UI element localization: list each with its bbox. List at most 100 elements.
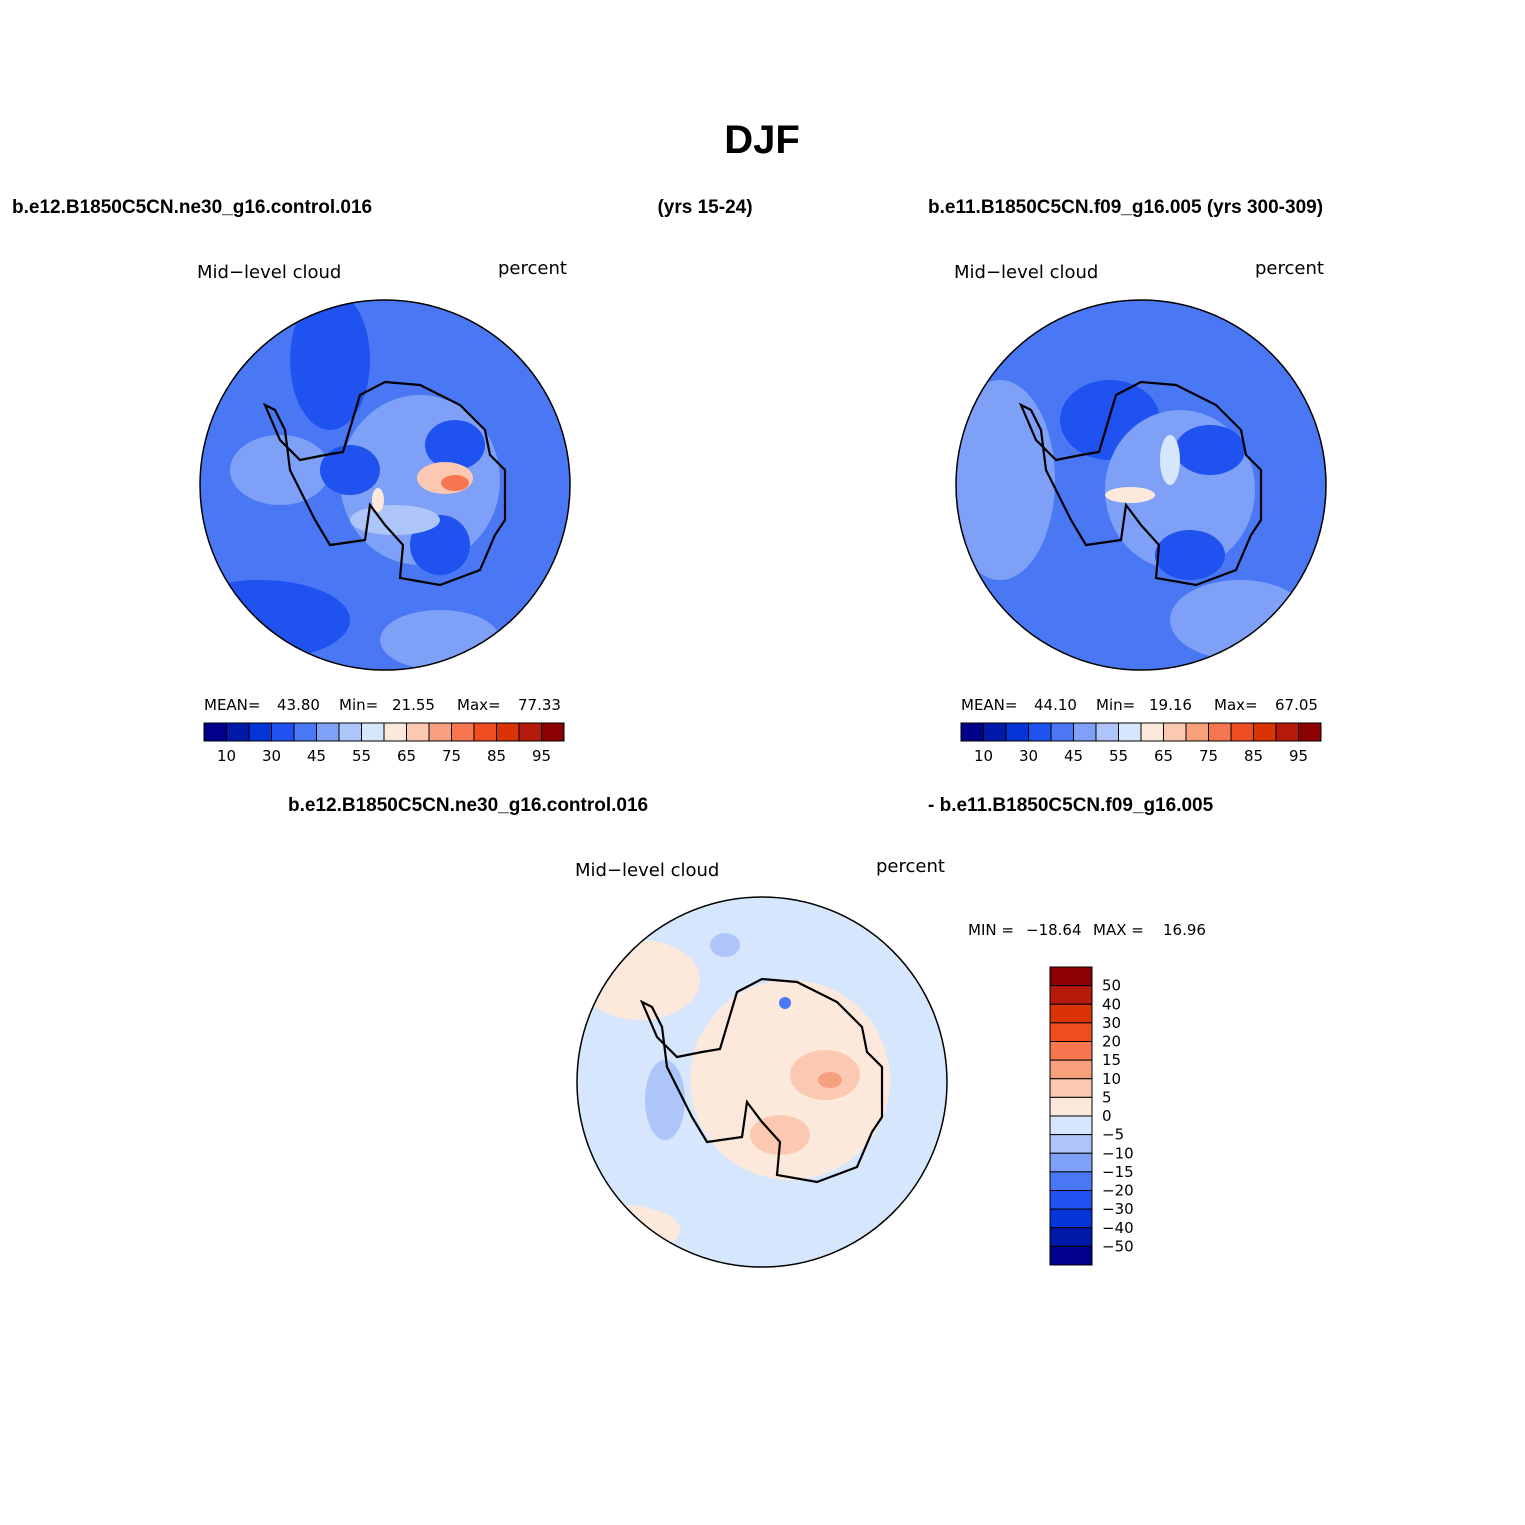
map-border (576, 896, 948, 1268)
colorbar-box (383, 722, 407, 742)
case-label: - b.e11.B1850C5CN.f09_g16.005 (928, 795, 1214, 816)
colorbar-label: 95 (1289, 747, 1308, 765)
colorbar-box (1028, 722, 1052, 742)
map-border (955, 299, 1327, 671)
colorbar-box (1049, 1208, 1093, 1229)
colorbar-box (1049, 1041, 1093, 1061)
stat-text: MAX = (1093, 921, 1144, 939)
colorbar-label: 40 (1102, 995, 1121, 1013)
stat-text: 43.80 (277, 696, 320, 714)
stat-text: 16.96 (1163, 921, 1206, 939)
map-field (956, 300, 1326, 670)
colorbar-label: −30 (1102, 1200, 1134, 1218)
colorbar-label: 45 (307, 747, 326, 765)
map-field (200, 300, 570, 670)
colorbar-box (541, 722, 565, 742)
colorbar-box (1049, 1152, 1093, 1173)
colorbar-label: 85 (1244, 747, 1263, 765)
colorbar-box (1049, 985, 1093, 1005)
map-field (577, 897, 947, 1267)
colorbar-box (1230, 722, 1254, 742)
colorbar-label: 75 (1199, 747, 1218, 765)
years-label: (yrs 15-24) (657, 197, 752, 218)
stat-text: MEAN= (204, 696, 260, 714)
colorbar-box (338, 722, 362, 742)
colorbar-box (1049, 1078, 1093, 1098)
variable-label: Mid−level cloud (197, 262, 341, 283)
colorbar-label: 20 (1102, 1033, 1121, 1051)
colorbar-box (1163, 722, 1187, 742)
colorbar-label: 10 (217, 747, 236, 765)
colorbar-label: 75 (442, 747, 461, 765)
colorbar-label: −50 (1102, 1237, 1134, 1255)
colorbar-box (406, 722, 430, 742)
colorbar-label: 55 (352, 747, 371, 765)
stat-text: Max= (1214, 696, 1258, 714)
colorbar-box (1208, 722, 1232, 742)
colorbar-label: 5 (1102, 1088, 1112, 1106)
colorbar-label: −20 (1102, 1182, 1134, 1200)
colorbar-box (1050, 722, 1074, 742)
colorbar-box (1049, 1003, 1093, 1024)
colorbar-box (1049, 1171, 1093, 1191)
colorbar-label: 55 (1109, 747, 1128, 765)
stat-text: Max= (457, 696, 501, 714)
stat-text: Min= (339, 696, 378, 714)
colorbar-box (1049, 1227, 1093, 1247)
stat-text: MEAN= (961, 696, 1017, 714)
colorbar-box (451, 722, 475, 742)
colorbar-label: 10 (974, 747, 993, 765)
colorbar-box (1185, 722, 1209, 742)
colorbar-label: 85 (487, 747, 506, 765)
figure-title: DJF (724, 118, 800, 162)
colorbar-label: 65 (1154, 747, 1173, 765)
colorbar-label: 0 (1102, 1107, 1112, 1125)
colorbar-box (1253, 722, 1277, 742)
colorbar-box (473, 722, 497, 742)
colorbar-box (983, 722, 1007, 742)
colorbar-box (203, 722, 227, 742)
colorbar-label: 50 (1102, 977, 1121, 995)
colorbar-box (1049, 1245, 1093, 1266)
colorbar-box (1049, 1190, 1093, 1210)
colorbar-label: 30 (1019, 747, 1038, 765)
colorbar-box (960, 722, 984, 742)
colorbar-box (316, 722, 340, 742)
case-label: b.e11.B1850C5CN.f09_g16.005 (yrs 300-309… (928, 197, 1323, 218)
colorbar-box (1140, 722, 1164, 742)
colorbar-box (293, 722, 317, 742)
stat-text: 44.10 (1034, 696, 1077, 714)
colorbar-label: 95 (532, 747, 551, 765)
colorbar-box (248, 722, 272, 742)
colorbar-label: 65 (397, 747, 416, 765)
colorbar-label: 45 (1064, 747, 1083, 765)
stat-text: Min= (1096, 696, 1135, 714)
colorbar-box (1275, 722, 1299, 742)
colorbar-box (226, 722, 250, 742)
stat-text: −18.64 (1026, 921, 1082, 939)
colorbar-box (1005, 722, 1029, 742)
colorbar-box (1049, 966, 1093, 987)
stat-text: 19.16 (1149, 696, 1192, 714)
colorbar-box (1049, 1059, 1093, 1080)
colorbar-label: 10 (1102, 1070, 1121, 1088)
stat-text: MIN = (968, 921, 1014, 939)
colorbar-label: −5 (1102, 1126, 1124, 1144)
colorbar-box (361, 722, 385, 742)
stat-text: 21.55 (392, 696, 435, 714)
colorbar-box (1118, 722, 1142, 742)
colorbar-box (1049, 1134, 1093, 1154)
stat-text: 67.05 (1275, 696, 1318, 714)
map-border (199, 299, 571, 671)
colorbar-box (1298, 722, 1322, 742)
colorbar-box (271, 722, 295, 742)
colorbar-box (1049, 1022, 1093, 1042)
colorbar-box (518, 722, 542, 742)
colorbar-box (1095, 722, 1119, 742)
stat-text: 77.33 (518, 696, 561, 714)
case-label: b.e12.B1850C5CN.ne30_g16.control.016 (288, 795, 648, 816)
variable-label: Mid−level cloud (954, 262, 1098, 283)
